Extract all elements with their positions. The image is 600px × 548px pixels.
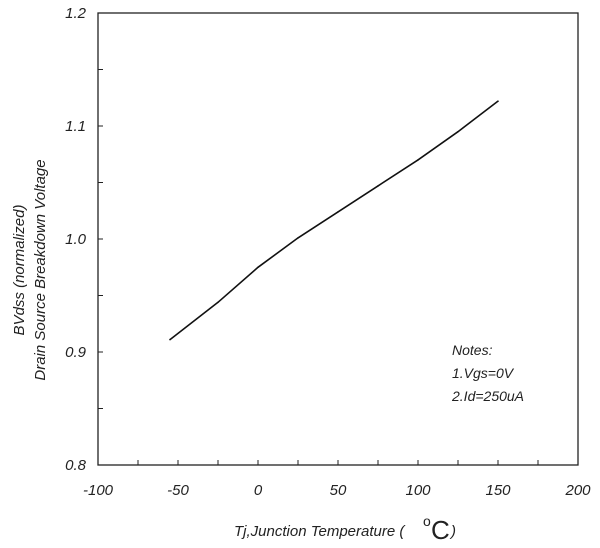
y-tick-label: 0.9 <box>65 344 87 361</box>
x-axis-title-text: Tj,Junction Temperature ( <box>234 523 406 540</box>
y-tick-label: 1.1 <box>65 118 86 135</box>
x-axis-title: Tj,Junction Temperature ( o C ) <box>234 513 456 545</box>
notes-annotation: Notes: 1.Vgs=0V 2.Id=250uA <box>451 342 524 404</box>
x-tick-label: -100 <box>83 482 114 499</box>
x-tick-label: 0 <box>254 482 263 499</box>
y-tick-label: 1.2 <box>65 5 87 22</box>
data-point <box>377 185 379 187</box>
y-axis-title-line2: Drain Source Breakdown Voltage <box>32 159 49 380</box>
x-tick-label: 50 <box>330 482 347 499</box>
x-tick-labels: -100 -50 0 50 100 150 200 <box>83 482 591 499</box>
x-tick-label: 150 <box>485 482 511 499</box>
y-tick-label: 1.0 <box>65 231 87 248</box>
x-tick-label: 100 <box>405 482 431 499</box>
x-tick-label: -50 <box>167 482 189 499</box>
y-axis-title-line1: BVdss (normalized) <box>11 205 28 336</box>
data-point <box>457 130 459 133</box>
data-point <box>297 237 299 239</box>
x-axis-title-unit-sup: o <box>423 513 431 529</box>
notes-title: Notes: <box>452 342 493 358</box>
data-point <box>337 211 339 213</box>
x-axis-title-close: ) <box>449 523 456 540</box>
data-point <box>169 338 171 341</box>
data-point <box>257 266 259 269</box>
y-tick-labels: 0.8 0.9 1.0 1.1 1.2 <box>65 5 87 474</box>
x-tick-label: 200 <box>564 482 591 499</box>
notes-line-2: 2.Id=250uA <box>451 388 524 404</box>
series-layer <box>169 100 499 341</box>
data-point <box>217 301 219 304</box>
minor-ticks <box>98 69 539 465</box>
x-axis-title-unit: C <box>431 515 450 545</box>
y-tick-label: 0.8 <box>65 457 87 474</box>
data-point <box>497 100 499 102</box>
notes-line-1: 1.Vgs=0V <box>452 365 515 381</box>
data-point <box>417 159 419 161</box>
series-line-1 <box>169 100 499 341</box>
